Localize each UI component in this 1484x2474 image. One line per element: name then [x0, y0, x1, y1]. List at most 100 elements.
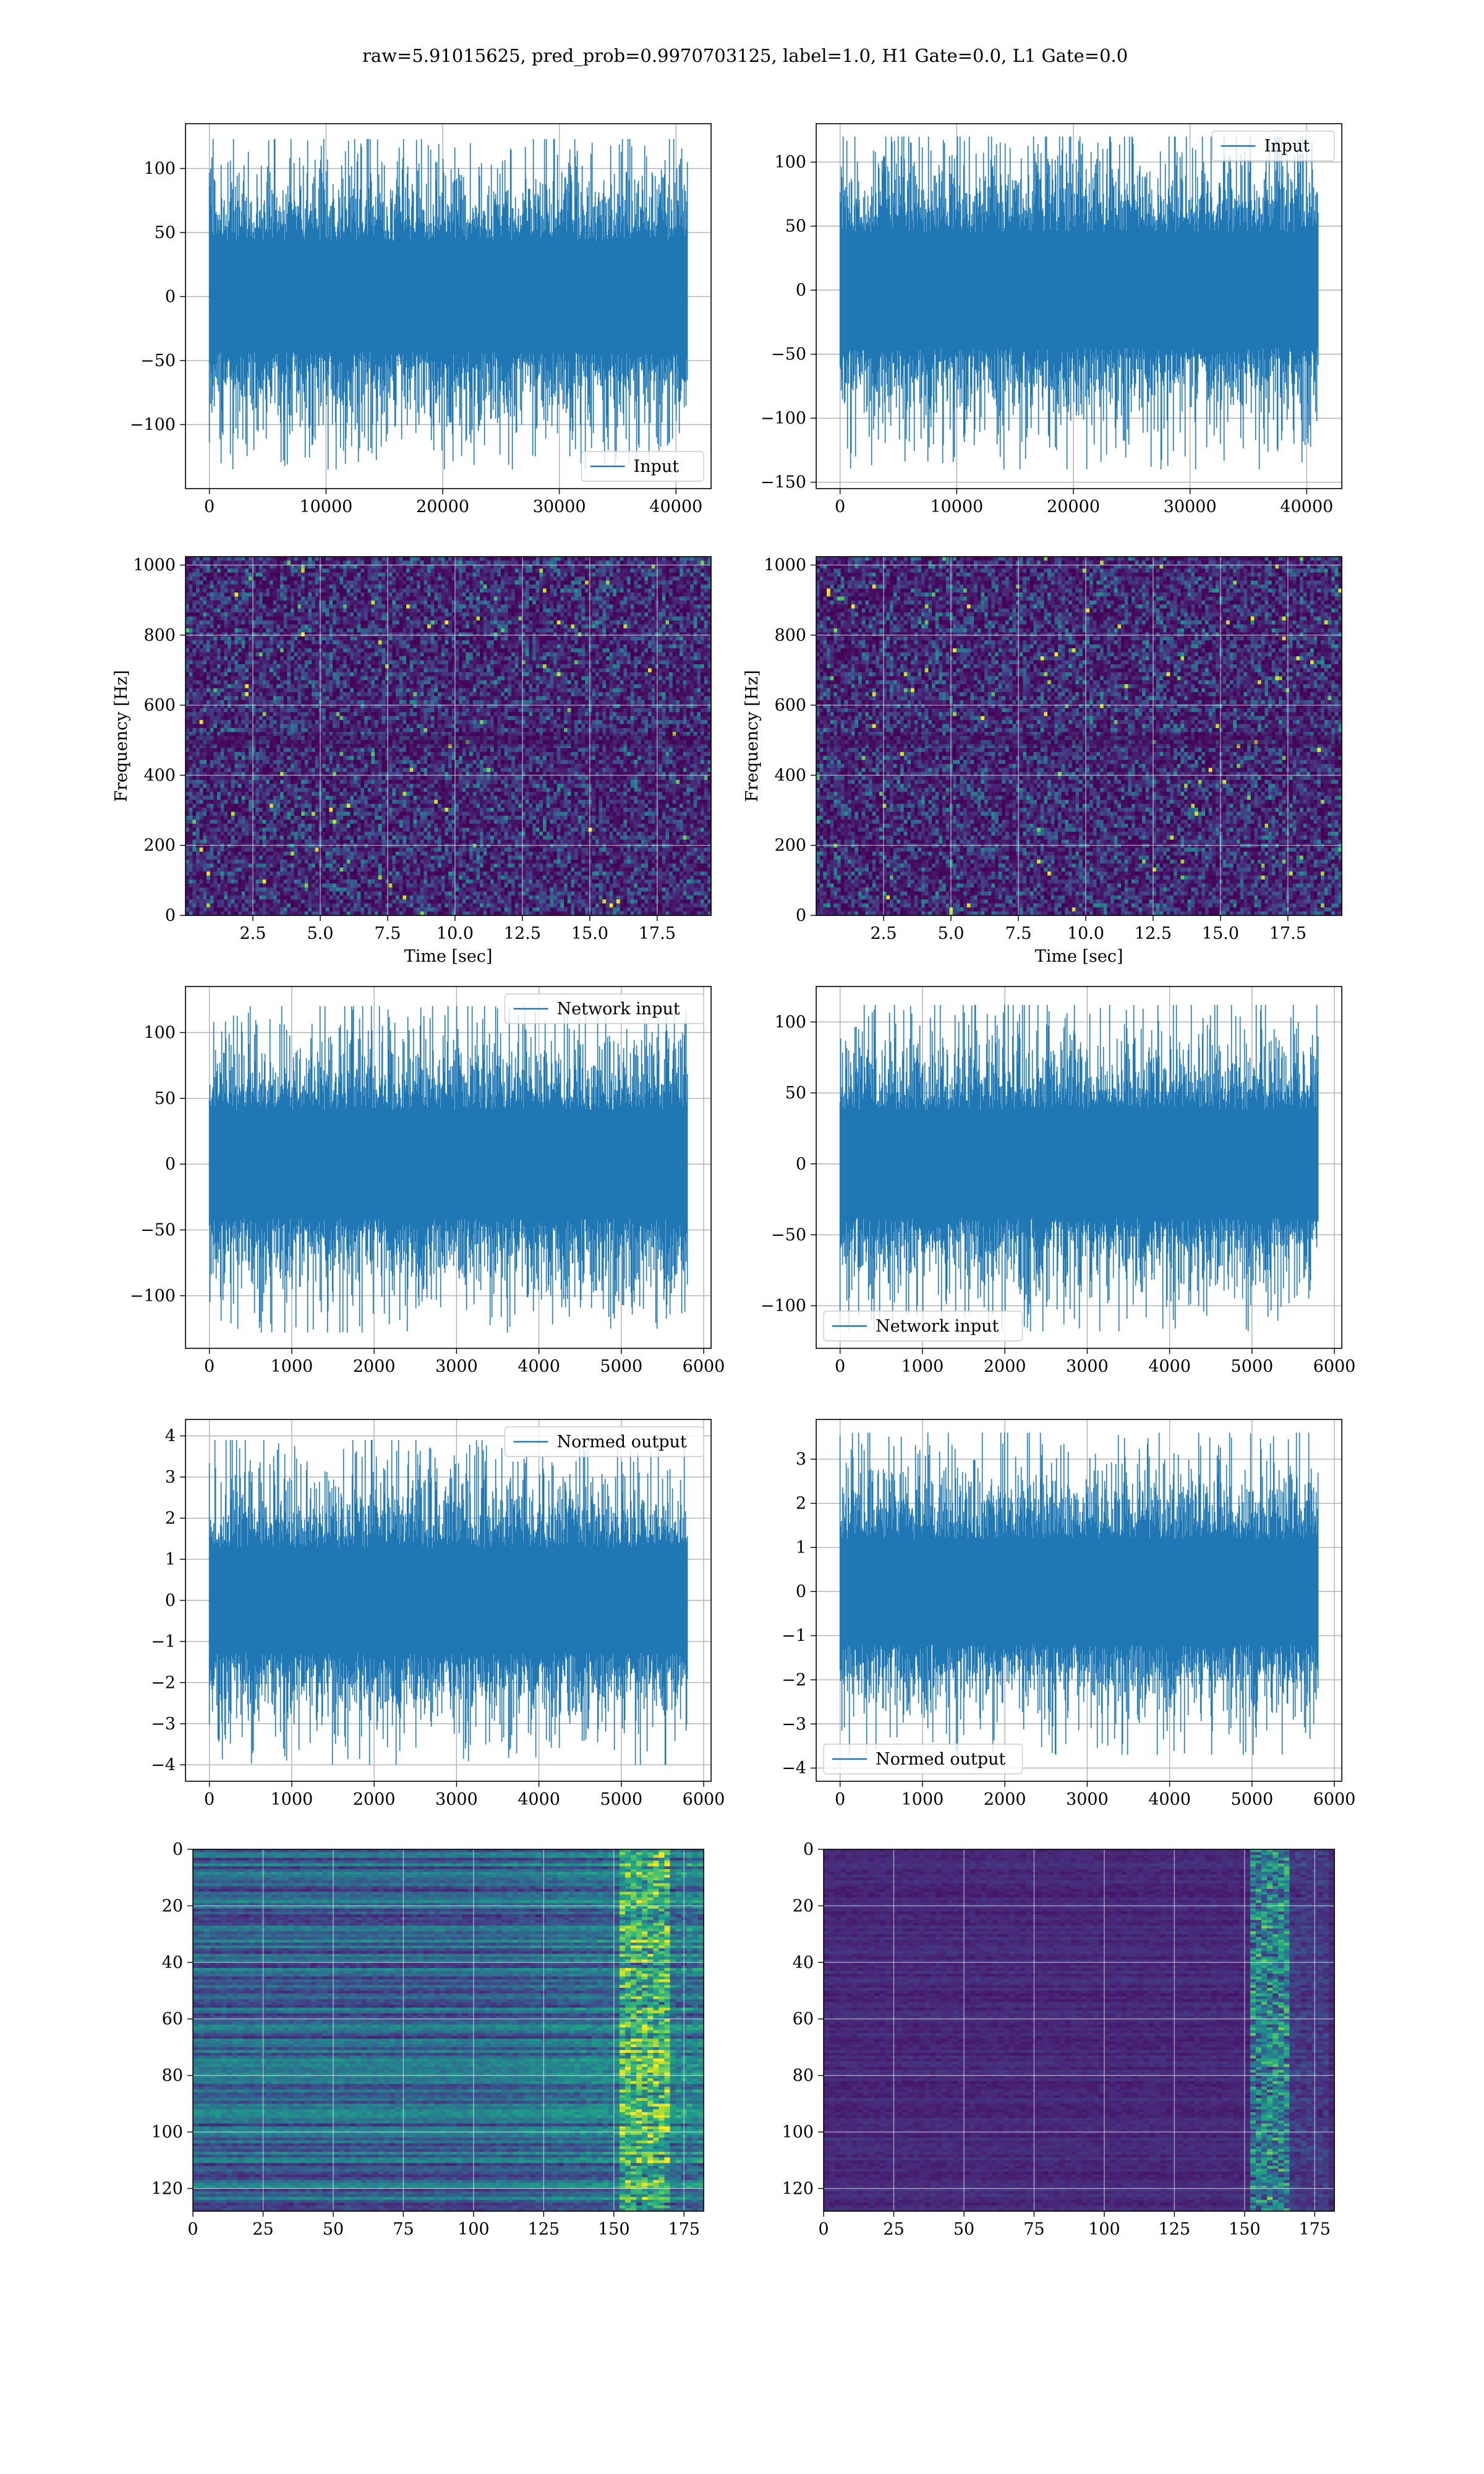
heatmap-cell	[526, 568, 529, 573]
heatmap-cell	[511, 573, 515, 577]
heatmap-cell	[623, 557, 627, 561]
heatmap-cell	[207, 557, 210, 561]
heatmap-cell	[676, 560, 680, 565]
heatmap-cell	[547, 560, 550, 565]
heatmap-cell	[595, 568, 599, 573]
heatmap-cell	[312, 568, 315, 573]
heatmap-cell	[231, 560, 235, 565]
heatmap-cell	[532, 560, 536, 565]
heatmap-cell	[648, 560, 652, 565]
x-tick-label: 10000	[930, 497, 983, 516]
heatmap-cell	[336, 557, 340, 561]
heatmap-cell	[354, 557, 357, 561]
heatmap-cell	[291, 560, 294, 565]
heatmap-cell	[259, 568, 263, 573]
heatmap-cell	[399, 568, 403, 573]
x-tick-label: 0	[835, 497, 845, 516]
heatmap-cell	[343, 568, 347, 573]
heatmap-cell	[424, 557, 427, 561]
heatmap-cell	[659, 557, 662, 561]
heatmap-cell	[673, 568, 676, 573]
heatmap-cell	[294, 557, 298, 561]
heatmap-cell	[505, 557, 508, 561]
heatmap-cell	[497, 573, 501, 577]
heatmap-cell	[589, 568, 592, 573]
heatmap-cell	[189, 557, 193, 561]
heatmap-cell	[669, 557, 673, 561]
heatmap-cell	[610, 557, 613, 561]
heatmap-cell	[469, 568, 473, 573]
heatmap-cell	[574, 557, 578, 561]
heatmap-cell	[399, 560, 403, 565]
heatmap-cell	[263, 560, 267, 565]
heatmap-cell	[245, 557, 249, 561]
heatmap-cell	[228, 557, 231, 561]
heatmap-cell	[476, 573, 480, 577]
heatmap-cell	[336, 560, 340, 565]
heatmap-cell	[378, 568, 382, 573]
heatmap-cell	[557, 560, 561, 565]
heatmap-cell	[511, 568, 515, 573]
heatmap-cell	[641, 568, 645, 573]
heatmap-cell	[357, 560, 361, 565]
heatmap-cell	[438, 573, 441, 577]
heatmap-cell	[312, 573, 315, 577]
heatmap-cell	[280, 560, 284, 565]
heatmap-cell	[357, 573, 361, 577]
heatmap-cell	[427, 573, 431, 577]
heatmap-cell	[550, 568, 553, 573]
heatmap-cell	[571, 560, 574, 565]
heatmap-cell	[669, 560, 673, 565]
heatmap-cell	[550, 557, 553, 561]
heatmap-cell	[343, 557, 347, 561]
heatmap-cell	[606, 568, 610, 573]
heatmap-cell	[329, 557, 333, 561]
heatmap-cell	[234, 557, 238, 561]
heatmap-cell	[431, 568, 435, 573]
heatmap-cell	[610, 560, 613, 565]
heatmap-cell	[631, 560, 634, 565]
heatmap-cell	[192, 557, 196, 561]
heatmap-cell	[494, 568, 498, 573]
heatmap-cell	[336, 573, 340, 577]
heatmap-cell	[305, 573, 309, 577]
heatmap-cell	[480, 568, 484, 573]
heatmap-cell	[308, 573, 312, 577]
heatmap-cell	[484, 573, 487, 577]
heatmap-cell	[553, 568, 557, 573]
heatmap-cell	[557, 557, 561, 561]
heatmap-cell	[186, 568, 189, 573]
heatmap-cell	[589, 557, 592, 561]
heatmap-cell	[297, 560, 301, 565]
heatmap-cell	[536, 568, 540, 573]
heatmap-cell	[276, 568, 280, 573]
heatmap-cell	[466, 568, 469, 573]
heatmap-cell	[207, 573, 210, 577]
y-tick-label: 50	[785, 217, 806, 236]
heatmap-cell	[203, 573, 207, 577]
heatmap-cell	[410, 573, 414, 577]
heatmap-cell	[529, 573, 532, 577]
heatmap-cell	[473, 557, 477, 561]
heatmap-cell	[455, 568, 459, 573]
subplot-spectrogram_h1: 2.5 5.0 7.5 10.0 12.5 15.0 17.5020040060080010…	[112, 556, 712, 966]
heatmap-cell	[210, 568, 214, 573]
heatmap-cell	[238, 568, 242, 573]
heatmap-cell	[592, 560, 595, 565]
heatmap-cell	[410, 560, 414, 565]
heatmap-cell	[242, 560, 245, 565]
heatmap-cell	[438, 557, 441, 561]
heatmap-cell	[634, 568, 638, 573]
heatmap-cell	[228, 568, 231, 573]
heatmap-cell	[305, 568, 309, 573]
heatmap-cell	[389, 573, 393, 577]
heatmap-cell	[312, 557, 315, 561]
heatmap-cell	[347, 573, 351, 577]
heatmap-cell	[676, 557, 680, 561]
heatmap-cell	[322, 573, 326, 577]
heatmap-cell	[704, 557, 708, 561]
heatmap-cell	[445, 557, 448, 561]
heatmap-cell	[529, 568, 532, 573]
legend-label: Input	[634, 457, 680, 476]
y-tick-label: −150	[761, 473, 806, 492]
